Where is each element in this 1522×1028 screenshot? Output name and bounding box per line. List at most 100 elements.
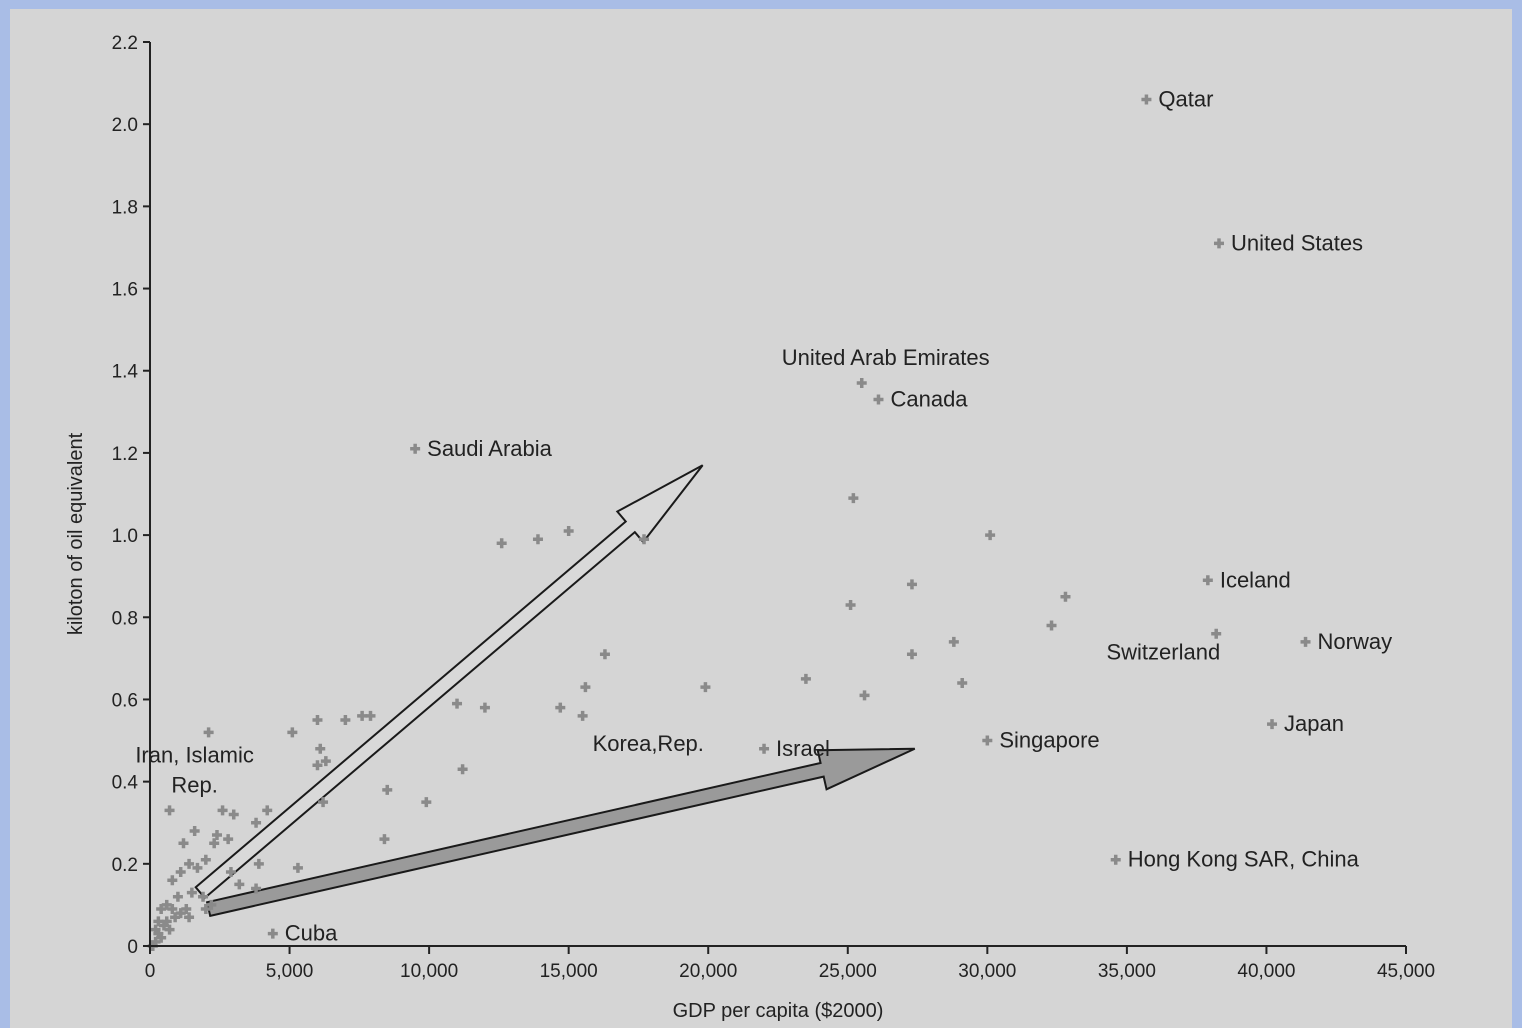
y-axis-title: kiloton of oil equivalent [65, 432, 87, 635]
data-point [186, 887, 197, 898]
y-tick-label: 1.4 [112, 362, 139, 383]
data-point [320, 756, 331, 767]
data-point [312, 715, 323, 725]
data-point [496, 538, 507, 549]
x-tick-label: 15,000 [540, 961, 598, 982]
data-point [292, 862, 303, 873]
point-label: Iran, Islamic Rep. [135, 742, 254, 797]
x-tick-label: 25,000 [819, 961, 877, 982]
data-point [161, 916, 172, 927]
data-point [164, 924, 175, 935]
data-point-labeled [410, 443, 421, 454]
data-point [200, 904, 211, 915]
axes: 0 0.2 0.4 0.6 0.8 1.0 1.2 1.4 1.6 1.8 2.0 2.2 0 5,000… [112, 33, 1435, 982]
data-point [479, 702, 490, 713]
data-point [421, 797, 432, 808]
data-point-labeled [267, 928, 278, 939]
scatter-chart: 0 0.2 0.4 0.6 0.8 1.0 1.2 1.4 1.6 1.8 2.0 2.2 0 5,000… [65, 33, 1435, 1022]
data-point [181, 904, 192, 915]
data-point [580, 682, 591, 693]
point-label: Qatar [1158, 87, 1213, 112]
data-point [700, 682, 711, 693]
data-point [164, 805, 175, 816]
data-point [318, 797, 329, 808]
data-point [555, 702, 566, 713]
data-point [365, 710, 376, 721]
data-point [189, 825, 200, 836]
data-point [150, 924, 161, 935]
data-point [175, 867, 186, 878]
point-label: Norway [1318, 629, 1393, 654]
data-point [340, 715, 351, 725]
data-point [599, 649, 610, 660]
y-tick-label: 0 [127, 937, 138, 958]
data-point-labeled [1202, 575, 1213, 586]
point-label: Israel [776, 736, 830, 761]
data-point [211, 830, 222, 841]
y-tick-label: 2.2 [112, 33, 138, 54]
data-point [225, 867, 236, 878]
data-point [251, 817, 262, 828]
x-tick-label: 40,000 [1237, 961, 1295, 982]
data-point [800, 673, 811, 684]
data-point-labeled [856, 378, 867, 389]
x-tick-label: 20,000 [679, 961, 737, 982]
data-point [312, 760, 323, 771]
chart-panel: 0 0.2 0.4 0.6 0.8 1.0 1.2 1.4 1.6 1.8 2.0 2.2 0 5,000… [10, 9, 1512, 1028]
data-point [382, 784, 393, 795]
data-points [147, 94, 1311, 951]
data-point [156, 932, 167, 943]
data-point-labeled [1267, 719, 1278, 730]
data-point [251, 883, 262, 894]
data-point [379, 834, 390, 845]
y-tick-label: 1.6 [112, 280, 138, 301]
point-label: United Arab Emirates [782, 345, 990, 370]
x-tick-label: 35,000 [1098, 961, 1156, 982]
data-point-labeled [203, 727, 214, 738]
data-point [532, 534, 543, 545]
y-tick-label: 0.8 [112, 608, 138, 629]
y-tick-label: 2.0 [112, 115, 138, 136]
point-label: Japan [1284, 711, 1344, 736]
data-point [1046, 620, 1057, 631]
x-tick-label: 10,000 [400, 961, 458, 982]
y-tick-label: 1.2 [112, 444, 138, 465]
y-tick-label: 0.4 [112, 773, 139, 794]
data-point [848, 493, 859, 504]
data-point [198, 891, 209, 902]
data-point-labeled [759, 743, 770, 754]
data-point [167, 904, 178, 915]
data-point [178, 838, 189, 849]
data-point [234, 879, 245, 890]
data-point [253, 858, 264, 869]
data-point [452, 698, 463, 709]
data-point [170, 912, 181, 923]
data-point [184, 858, 195, 869]
data-point [639, 534, 650, 545]
data-point-labeled [1300, 636, 1311, 647]
data-point [172, 891, 183, 902]
data-point [315, 743, 326, 754]
data-point [192, 862, 203, 873]
data-point [357, 710, 368, 721]
data-point-labeled [1141, 94, 1152, 105]
trend-arrow-light [194, 464, 704, 900]
data-point [228, 809, 239, 820]
y-tick-label: 1.0 [112, 526, 138, 547]
data-point [167, 875, 178, 886]
data-point [859, 690, 870, 701]
data-point [156, 904, 167, 915]
y-tick-label: 0.2 [112, 855, 138, 876]
data-point [200, 854, 211, 865]
point-label: Korea,Rep. [593, 731, 704, 756]
data-point [457, 764, 468, 775]
data-point-labeled [1110, 854, 1121, 865]
point-labels: Qatar United States United Arab Emirates Ca… [135, 87, 1392, 946]
x-tick-label: 5,000 [266, 961, 314, 982]
data-point [161, 899, 172, 910]
data-point-labeled [982, 735, 993, 746]
data-point [209, 838, 220, 849]
point-label: Cuba [285, 921, 338, 946]
point-label: Iceland [1220, 567, 1291, 592]
point-label: United States [1231, 230, 1363, 255]
